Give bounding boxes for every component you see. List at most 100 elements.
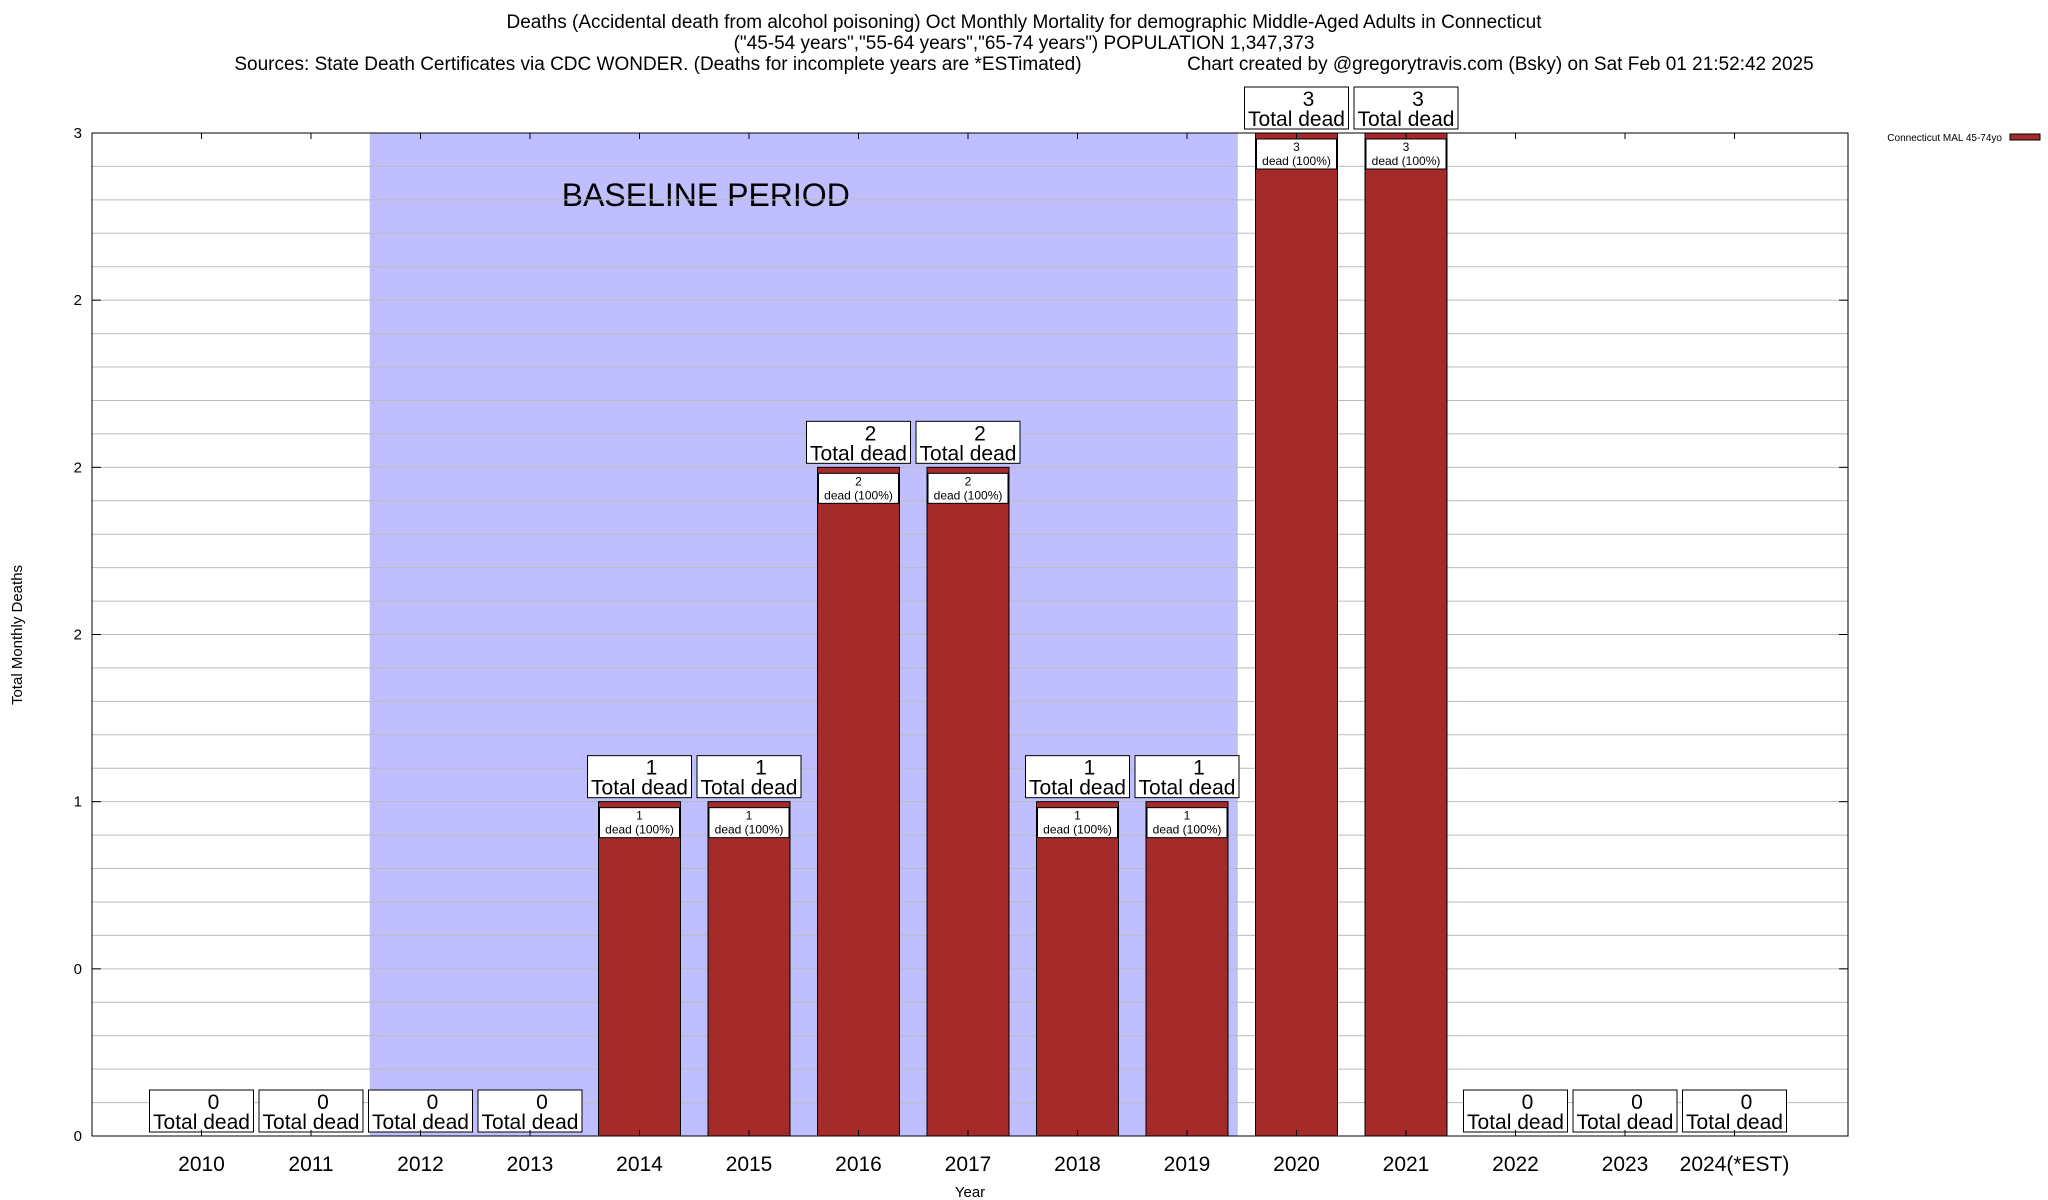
total-value-label: 1 <box>1084 757 1096 780</box>
segment-label-box <box>708 807 790 839</box>
total-text-label: Total dead <box>1248 108 1345 131</box>
total-label-box <box>368 1089 473 1133</box>
total-value-label: 0 <box>1741 1091 1753 1114</box>
segment-label-box <box>599 807 680 839</box>
total-value-label: 2 <box>865 422 877 445</box>
total-label-box <box>1463 1089 1568 1133</box>
segment-label-box <box>927 472 1009 504</box>
segment-percent-label: dead (100%) <box>824 488 893 502</box>
y-tick-label: 0 <box>74 961 82 978</box>
segment-label-box <box>1037 807 1118 839</box>
segment-percent-label: dead (100%) <box>1153 823 1222 837</box>
total-value-label: 0 <box>536 1091 548 1114</box>
segment-value-label: 1 <box>636 809 643 823</box>
total-value-label: 2 <box>974 422 986 445</box>
total-text-label: Total dead <box>1139 777 1236 800</box>
x-tick-label: 2014 <box>616 1153 663 1176</box>
bar <box>598 801 681 1137</box>
y-tick-label: 1 <box>74 794 82 811</box>
x-tick-label: 2024(*EST) <box>1680 1153 1790 1176</box>
total-label-box <box>149 1089 254 1133</box>
bar <box>1145 801 1229 1137</box>
total-label-box <box>1134 755 1240 799</box>
segment-label-box <box>1256 138 1337 170</box>
segment-percent-label: dead (100%) <box>715 823 784 837</box>
segment-label-box <box>1365 138 1447 170</box>
segment-value-label: 1 <box>1074 809 1081 823</box>
segment-value-label: 1 <box>1184 809 1191 823</box>
total-value-label: 0 <box>1522 1091 1534 1114</box>
y-tick-label: 2 <box>74 627 82 644</box>
segment-label-box <box>818 472 899 504</box>
bar <box>707 801 791 1137</box>
segment-value-label: 2 <box>855 474 862 488</box>
total-label-box <box>1244 86 1349 130</box>
x-tick-label: 2011 <box>288 1153 333 1176</box>
x-tick-label: 2013 <box>507 1153 554 1176</box>
chart-subtitle: ("45-54 years","55-64 years","65-74 year… <box>733 33 1315 54</box>
x-tick-label: 2015 <box>726 1153 773 1176</box>
total-value-label: 3 <box>1303 88 1315 111</box>
y-tick-label: 3 <box>74 125 82 142</box>
total-label-box <box>1353 86 1459 130</box>
segment-value-label: 1 <box>746 809 753 823</box>
total-text-label: Total dead <box>701 777 798 800</box>
bar <box>817 466 900 1137</box>
segment-label-box <box>1146 807 1228 839</box>
legend-label: Connecticut MAL 45-74yo <box>1887 133 2002 144</box>
total-text-label: Total dead <box>1577 1111 1674 1134</box>
x-tick-label: 2022 <box>1492 1153 1539 1176</box>
total-text-label: Total dead <box>263 1111 360 1134</box>
bar <box>1036 801 1119 1137</box>
total-text-label: Total dead <box>372 1111 469 1134</box>
segment-value-label: 3 <box>1293 140 1300 154</box>
total-value-label: 1 <box>755 757 767 780</box>
total-value-label: 0 <box>208 1091 220 1114</box>
x-tick-label: 2012 <box>397 1153 444 1176</box>
segment-value-label: 2 <box>965 474 972 488</box>
total-text-label: Total dead <box>482 1111 579 1134</box>
x-tick-label: 2016 <box>835 1153 882 1176</box>
x-tick-label: 2019 <box>1164 1153 1211 1176</box>
total-value-label: 3 <box>1412 88 1424 111</box>
bar <box>926 466 1010 1137</box>
total-label-box <box>1572 1089 1678 1133</box>
segment-percent-label: dead (100%) <box>1372 154 1441 168</box>
total-value-label: 0 <box>427 1091 439 1114</box>
bar <box>1364 132 1448 1137</box>
total-value-label: 1 <box>1193 757 1205 780</box>
chart-title-block: Deaths (Accidental death from alcohol po… <box>0 12 2048 75</box>
y-tick-label: 0 <box>74 1128 82 1145</box>
segment-percent-label: dead (100%) <box>605 823 674 837</box>
total-label-box <box>806 420 911 464</box>
y-tick-label: 2 <box>74 292 82 309</box>
y-axis-title: Total Monthly Deaths <box>9 565 26 705</box>
total-text-label: Total dead <box>1686 1111 1783 1134</box>
segment-percent-label: dead (100%) <box>1043 823 1112 837</box>
y-tick-label: 2 <box>74 459 82 476</box>
total-text-label: Total dead <box>1467 1111 1564 1134</box>
x-tick-label: 2020 <box>1273 1153 1320 1176</box>
total-value-label: 0 <box>1631 1091 1643 1114</box>
baseline-label: BASELINE PERIOD <box>562 177 850 213</box>
x-tick-label: 2010 <box>178 1153 225 1176</box>
chart-sources-line: Sources: State Death Certificates via CD… <box>0 54 2048 75</box>
total-value-label: 0 <box>317 1091 329 1114</box>
legend-swatch <box>2009 133 2041 141</box>
x-axis-title: Year <box>955 1184 985 1200</box>
total-text-label: Total dead <box>153 1111 250 1134</box>
total-label-box <box>587 755 692 799</box>
total-text-label: Total dead <box>810 442 907 465</box>
x-tick-label: 2018 <box>1054 1153 1101 1176</box>
total-label-box <box>1025 755 1130 799</box>
segment-percent-label: dead (100%) <box>934 488 1003 502</box>
total-label-box <box>915 420 1021 464</box>
total-text-label: Total dead <box>1358 108 1455 131</box>
total-label-box <box>477 1089 583 1133</box>
total-label-box <box>258 1089 364 1133</box>
total-label-box <box>696 755 802 799</box>
total-text-label: Total dead <box>591 777 688 800</box>
chart-credit: Chart created by @gregorytravis.com (Bsk… <box>1187 54 1814 75</box>
segment-percent-label: dead (100%) <box>1262 154 1331 168</box>
